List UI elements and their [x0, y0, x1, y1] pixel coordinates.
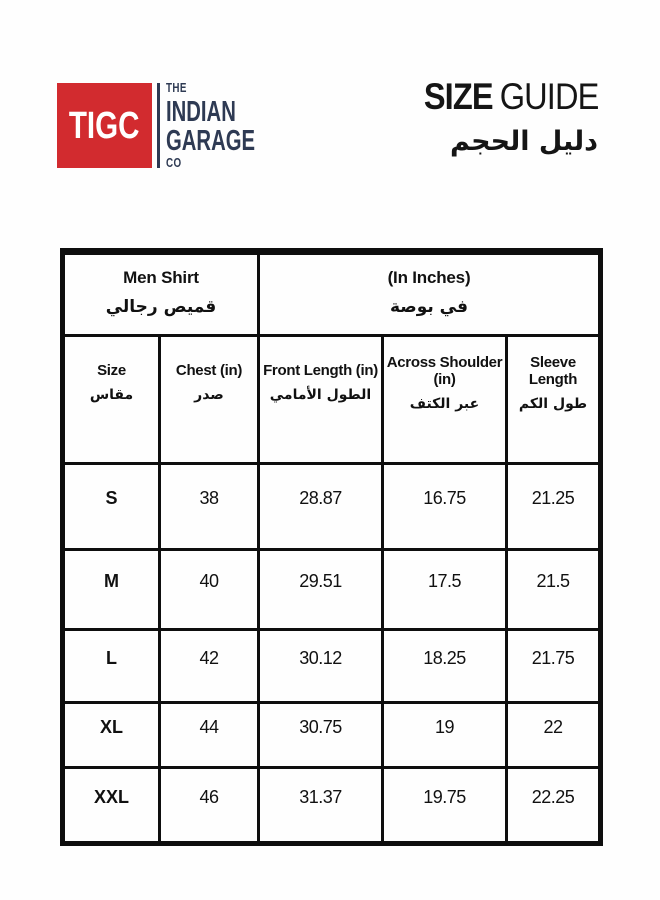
page-title: SIZE GUIDE دليل الحجم — [400, 76, 599, 157]
cell-chest: 44 — [158, 701, 260, 769]
logo-line-garage: GARAGE — [166, 123, 256, 157]
column-header-front-length-en: Front Length (in) — [263, 362, 378, 379]
cell-sleeve-length: 21.25 — [505, 462, 602, 551]
group-header-men-shirt-ar: قميص رجالي — [105, 297, 217, 317]
cell-chest: 40 — [158, 548, 260, 631]
group-header-in-inches-en: (In Inches) — [387, 268, 471, 287]
table-row-size-xxl: XXL 46 31.37 19.75 22.25 — [61, 766, 602, 845]
group-header-men-shirt: Men Shirt قميص رجالي — [61, 250, 260, 337]
cell-size: XXL — [61, 766, 161, 845]
column-header-chest-ar: صدر — [194, 387, 224, 403]
column-header-across-shoulder-en: Across Shoulder (in) — [386, 353, 503, 388]
column-header-chest-en: Chest (in) — [175, 362, 243, 379]
cell-across-shoulder: 17.5 — [381, 548, 508, 631]
column-header-size-en: Size — [97, 362, 126, 379]
column-header-across-shoulder-ar: عبر الكتف — [409, 395, 480, 412]
column-header-chest: Chest (in) صدر — [158, 334, 260, 465]
column-header-sleeve-length: Sleeve Length طول الكم — [505, 334, 602, 465]
cell-front-length: 29.51 — [257, 548, 384, 631]
page-title-english: SIZE GUIDE — [423, 76, 599, 117]
cell-size: L — [61, 628, 161, 704]
cell-across-shoulder: 19.75 — [381, 766, 508, 845]
table-row-size-l: L 42 30.12 18.25 21.75 — [61, 628, 602, 704]
tigc-logo: TIGC THE INDIAN GARAGE CO — [57, 80, 280, 171]
column-header-front-length-ar: الطول الأمامي — [269, 387, 372, 403]
table-row-size-m: M 40 29.51 17.5 21.5 — [61, 548, 602, 631]
group-header-in-inches-ar: في بوصة — [389, 297, 469, 317]
cell-across-shoulder: 16.75 — [381, 462, 508, 551]
cell-front-length: 30.75 — [257, 701, 384, 769]
group-header-men-shirt-en: Men Shirt — [123, 268, 199, 287]
column-header-size: Size مقاس — [61, 334, 161, 465]
table-row-size-s: S 38 28.87 16.75 21.25 — [61, 462, 602, 551]
cell-chest: 42 — [158, 628, 260, 704]
logo-line-co: CO — [166, 155, 182, 171]
group-header-in-inches: (In Inches) في بوصة — [257, 250, 602, 337]
title-size-text: SIZE — [423, 76, 493, 117]
logo-line-indian: INDIAN — [166, 94, 236, 128]
cell-sleeve-length: 21.5 — [505, 548, 602, 631]
cell-size: M — [61, 548, 161, 631]
page-title-arabic: دليل الحجم — [450, 126, 598, 157]
tigc-logo-mark: TIGC — [57, 83, 152, 168]
column-header-front-length: Front Length (in) الطول الأمامي — [257, 334, 384, 465]
column-header-across-shoulder: Across Shoulder (in) عبر الكتف — [381, 334, 508, 465]
cell-chest: 46 — [158, 766, 260, 845]
title-guide-text: GUIDE — [499, 76, 599, 117]
cell-size: XL — [61, 701, 161, 769]
table-group-header-row: Men Shirt قميص رجالي (In Inches) في بوصة — [61, 250, 602, 337]
cell-front-length: 28.87 — [257, 462, 384, 551]
cell-chest: 38 — [158, 462, 260, 551]
cell-front-length: 31.37 — [257, 766, 384, 845]
column-header-sleeve-length-en: Sleeve Length — [528, 353, 578, 388]
logo-line-the: THE — [166, 80, 187, 96]
column-header-size-ar: مقاس — [89, 387, 134, 403]
cell-across-shoulder: 19 — [381, 701, 508, 769]
tigc-logo-mark-text: TIGC — [69, 104, 140, 146]
table-row-size-xl: XL 44 30.75 19 22 — [61, 701, 602, 769]
cell-front-length: 30.12 — [257, 628, 384, 704]
column-header-sleeve-length-ar: طول الكم — [518, 395, 588, 412]
cell-sleeve-length: 22.25 — [505, 766, 602, 845]
cell-size: S — [61, 462, 161, 551]
cell-across-shoulder: 18.25 — [381, 628, 508, 704]
cell-sleeve-length: 22 — [505, 701, 602, 769]
tigc-logo-wordmark: THE INDIAN GARAGE CO — [157, 80, 280, 171]
table-column-header-row: Size مقاس Chest (in) صدر Front Length (i… — [61, 334, 602, 465]
cell-sleeve-length: 21.75 — [505, 628, 602, 704]
size-guide-table: Men Shirt قميص رجالي (In Inches) في بوصة… — [60, 248, 603, 846]
